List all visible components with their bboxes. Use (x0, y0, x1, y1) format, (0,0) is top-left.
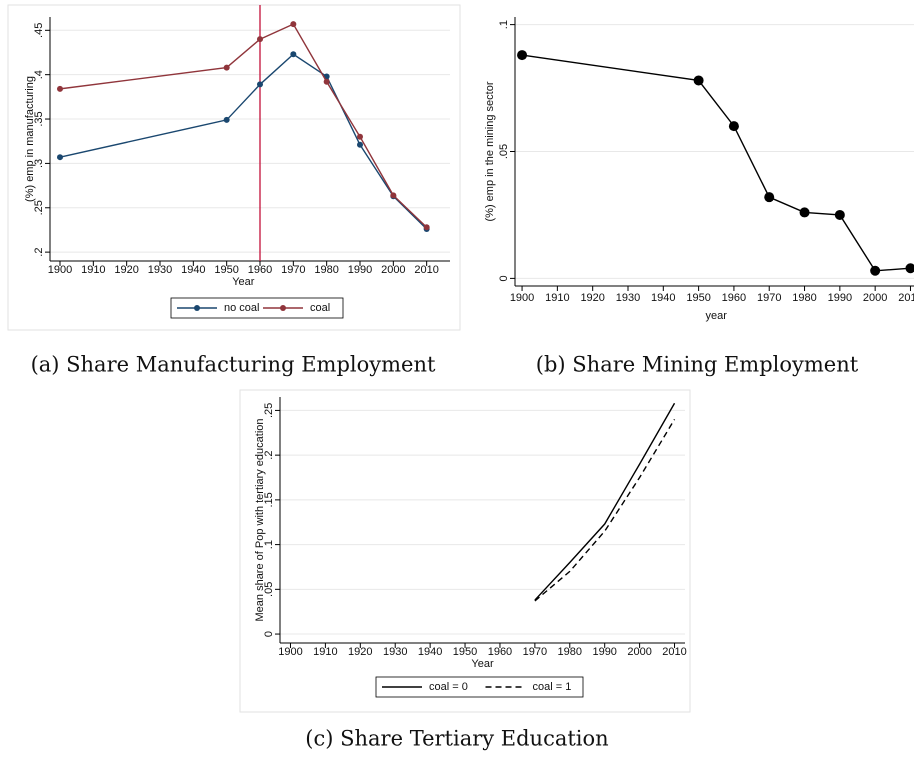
legend-box (375, 676, 584, 698)
x-tick-label: 1910 (81, 264, 105, 276)
x-tick-label: 1930 (383, 646, 407, 658)
legend-label: coal = 1 (533, 681, 572, 693)
legend-box (170, 297, 344, 319)
point (764, 192, 775, 203)
x-tick-label: 1900 (510, 292, 534, 304)
y-tick-label: .4 (33, 70, 45, 79)
point (57, 154, 63, 161)
x-axis-label: Year (232, 276, 255, 288)
legend-marker (194, 305, 200, 311)
x-tick-label: 1990 (592, 646, 616, 658)
x-tick-label: 1950 (686, 292, 710, 304)
x-tick-label: 1940 (181, 264, 205, 276)
point (57, 85, 63, 92)
point (870, 265, 881, 276)
caption: (c) Share Tertiary Education (305, 727, 608, 751)
point (905, 263, 914, 274)
panel-frame (7, 4, 461, 331)
series-line (534, 419, 676, 602)
point (257, 81, 263, 88)
point (423, 224, 430, 231)
x-tick-label: 2000 (627, 646, 651, 658)
x-tick-label: 1970 (757, 292, 781, 304)
x-tick-label: 1900 (48, 264, 72, 276)
point (834, 209, 845, 220)
x-tick-label: 1920 (114, 264, 138, 276)
x-tick-label: 1920 (348, 646, 372, 658)
y-tick-label: .3 (33, 159, 45, 168)
caption: (b) Share Mining Employment (536, 353, 859, 377)
x-tick-label: 1960 (722, 292, 746, 304)
point (357, 133, 363, 140)
y-tick-label: .1 (263, 540, 275, 549)
point (323, 78, 330, 85)
point (799, 207, 810, 218)
legend-marker (280, 305, 286, 311)
point (290, 21, 297, 28)
x-tick-label: 2000 (381, 264, 405, 276)
legend-label: coal (310, 302, 330, 314)
x-tick-label: 1980 (558, 646, 582, 658)
y-tick-label: .25 (33, 200, 45, 215)
x-tick-label: 1930 (148, 264, 172, 276)
series-line (59, 53, 428, 230)
x-tick-label: 1960 (248, 264, 272, 276)
x-tick-label: 1950 (214, 264, 238, 276)
x-tick-label: 2000 (863, 292, 887, 304)
point (390, 192, 397, 199)
point (357, 141, 363, 148)
point (223, 64, 230, 71)
x-tick-label: 2010 (414, 264, 438, 276)
point (290, 51, 297, 58)
x-tick-label: 1910 (313, 646, 337, 658)
x-tick-label: 1950 (453, 646, 477, 658)
y-axis-label: (%) emp in the mining sector (484, 81, 496, 221)
x-tick-label: 1930 (616, 292, 640, 304)
point (517, 50, 528, 61)
series-line (534, 402, 676, 601)
legend-label: coal = 0 (429, 681, 468, 693)
point (223, 116, 230, 123)
y-tick-label: .25 (263, 403, 275, 418)
x-tick-label: 1900 (278, 646, 302, 658)
y-tick-label: .05 (498, 144, 510, 159)
y-tick-label: 0 (263, 631, 275, 637)
y-tick-label: .2 (263, 451, 275, 460)
caption: (a) Share Manufacturing Employment (31, 353, 436, 377)
panel-frame (239, 389, 691, 713)
x-tick-label: 1980 (314, 264, 338, 276)
x-tick-label: 1920 (580, 292, 604, 304)
x-tick-label: 1990 (828, 292, 852, 304)
y-tick-label: .05 (263, 582, 275, 597)
y-tick-label: .2 (33, 248, 45, 257)
x-tick-label: 1960 (488, 646, 512, 658)
y-tick-label: .1 (498, 20, 510, 29)
x-tick-label: 1940 (418, 646, 442, 658)
point (693, 75, 704, 86)
y-tick-label: .45 (33, 23, 45, 38)
y-tick-label: 0 (498, 275, 510, 281)
x-tick-label: 1990 (348, 264, 372, 276)
x-axis-label: year (706, 310, 728, 322)
point (257, 36, 263, 43)
point (728, 121, 739, 132)
x-tick-label: 1980 (792, 292, 816, 304)
x-tick-label: 2010 (662, 646, 686, 658)
legend-label: no coal (224, 302, 259, 314)
x-axis-label: Year (471, 658, 494, 670)
x-tick-label: 2010 (898, 292, 914, 304)
y-axis-label: (%) emp in manufacturing (24, 76, 36, 202)
series-line (521, 54, 911, 272)
x-tick-label: 1970 (281, 264, 305, 276)
x-tick-label: 1970 (523, 646, 547, 658)
y-tick-label: .35 (33, 111, 45, 126)
y-axis-label: Mean share of Pop with tertiary educatio… (254, 418, 266, 621)
x-tick-label: 1910 (545, 292, 569, 304)
y-tick-label: .15 (263, 492, 275, 507)
series-line (59, 23, 428, 228)
x-tick-label: 1940 (651, 292, 675, 304)
